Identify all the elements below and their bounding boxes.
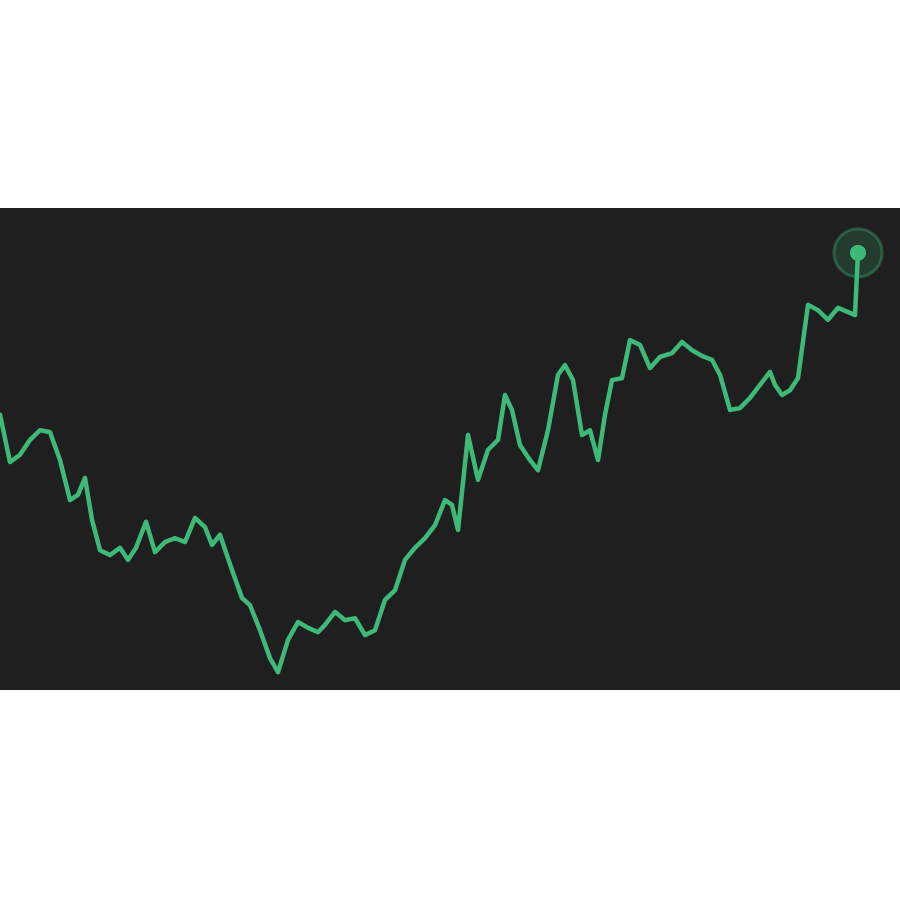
end-point [850,244,866,261]
price-line [0,250,861,675]
chart-panel [0,208,900,690]
